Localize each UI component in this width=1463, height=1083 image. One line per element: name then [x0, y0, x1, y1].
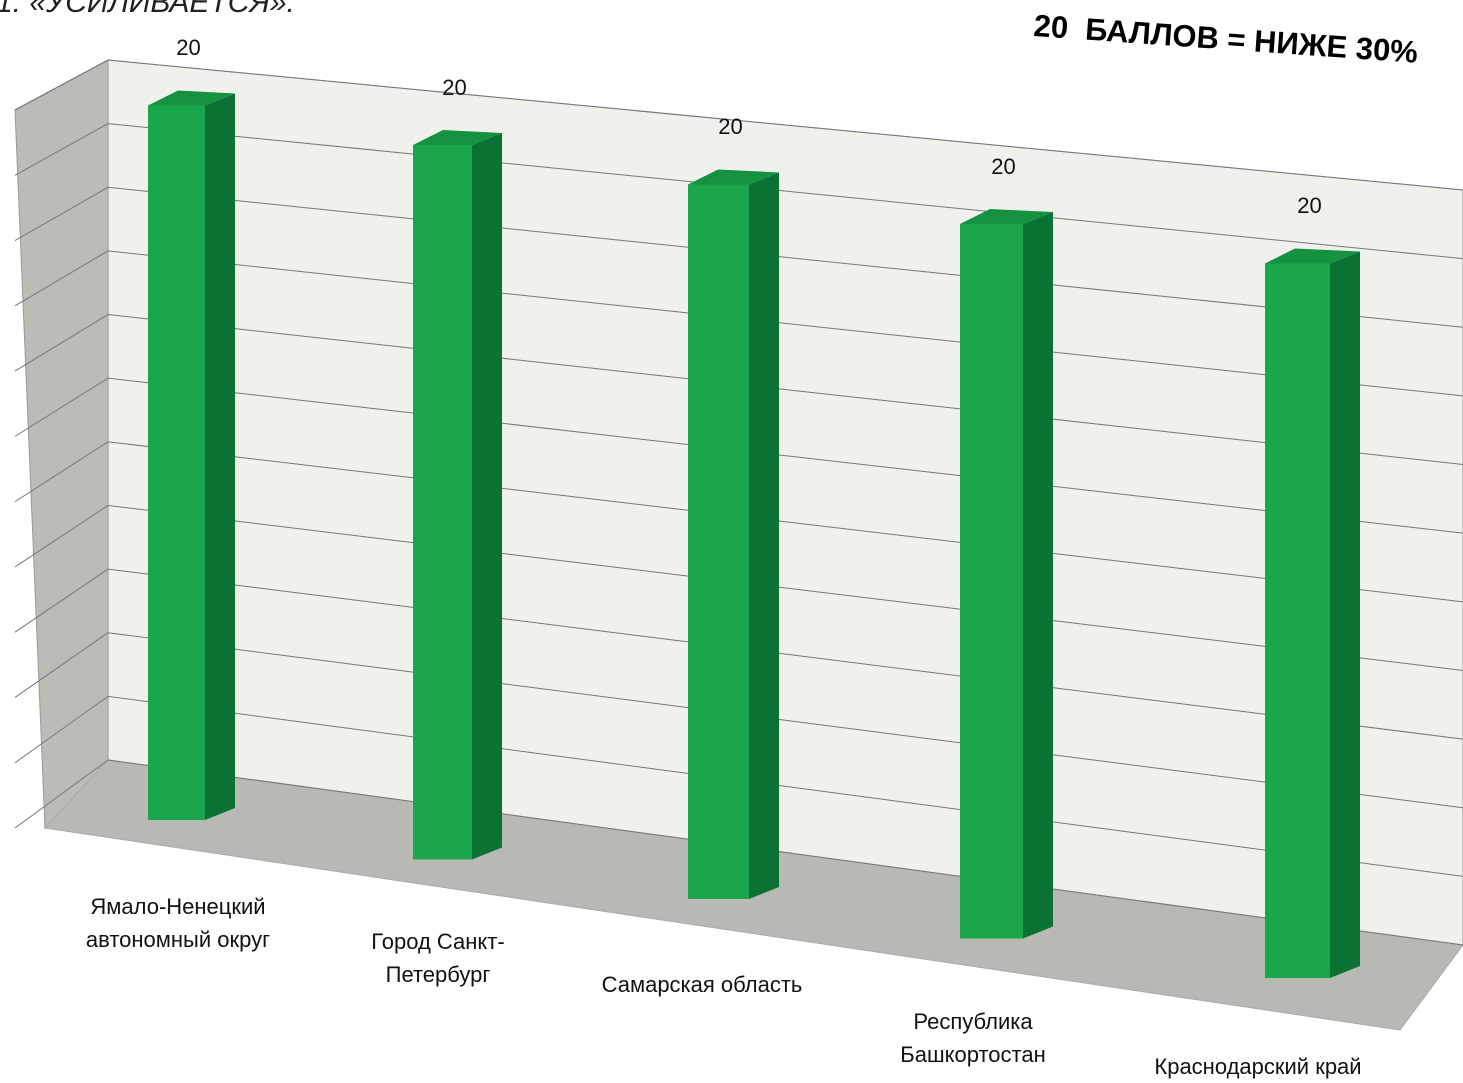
grid-line	[14, 441, 109, 503]
value-label: 20	[991, 153, 1016, 179]
x-tick-label: Республика Башкортостан	[900, 1009, 1046, 1067]
grid-line	[107, 504, 1463, 671]
bar-side	[1330, 251, 1360, 979]
grid-line	[14, 505, 109, 568]
grid-line	[107, 59, 1463, 191]
grid-line	[14, 314, 109, 372]
grid-line	[107, 186, 1463, 328]
value-label: 20	[718, 114, 743, 140]
grid-line	[14, 186, 109, 241]
header-text: 1. «УСИЛИВАЕТСЯ».	[0, 0, 295, 19]
value-label: 20	[176, 35, 201, 61]
x-tick-label: Краснодарский край	[1154, 1054, 1362, 1079]
grid-line	[14, 59, 109, 111]
x-tick-label: Самарская область	[601, 972, 803, 997]
grid-line	[107, 568, 1463, 740]
grid-line	[107, 441, 1463, 603]
grid-line	[14, 123, 109, 176]
bar-side	[472, 132, 502, 860]
bar-top	[148, 90, 235, 106]
bar-side	[1023, 211, 1053, 939]
side-wall	[14, 59, 109, 830]
bar-side	[205, 93, 235, 821]
bar	[1265, 263, 1330, 978]
grid-line	[14, 250, 109, 307]
grid-line	[107, 314, 1463, 466]
grid-line	[107, 695, 1463, 877]
grid-line	[14, 568, 109, 633]
grid-line	[107, 632, 1463, 809]
value-label: 20	[442, 74, 467, 100]
bar-top	[960, 208, 1053, 224]
x-tick-label: Город Санкт-Петербург	[371, 929, 505, 987]
bar	[148, 105, 205, 821]
grid-line	[14, 759, 109, 829]
bar-top	[688, 169, 779, 185]
x-tick-label: Ямало-Ненецкий автономный округ	[85, 894, 271, 952]
grid-line	[107, 377, 1463, 534]
grid-line	[107, 123, 1463, 260]
grid-line	[14, 695, 109, 764]
bar	[960, 223, 1023, 939]
grid-line	[107, 250, 1463, 397]
grid-line	[14, 632, 109, 698]
bar-top	[413, 129, 502, 145]
grid-line	[107, 759, 1463, 946]
bar	[413, 144, 472, 860]
bar-side	[749, 172, 779, 900]
bar-top	[1265, 248, 1360, 264]
grid-line	[14, 377, 109, 437]
value-label: 20	[1297, 193, 1322, 219]
bar	[688, 184, 749, 900]
